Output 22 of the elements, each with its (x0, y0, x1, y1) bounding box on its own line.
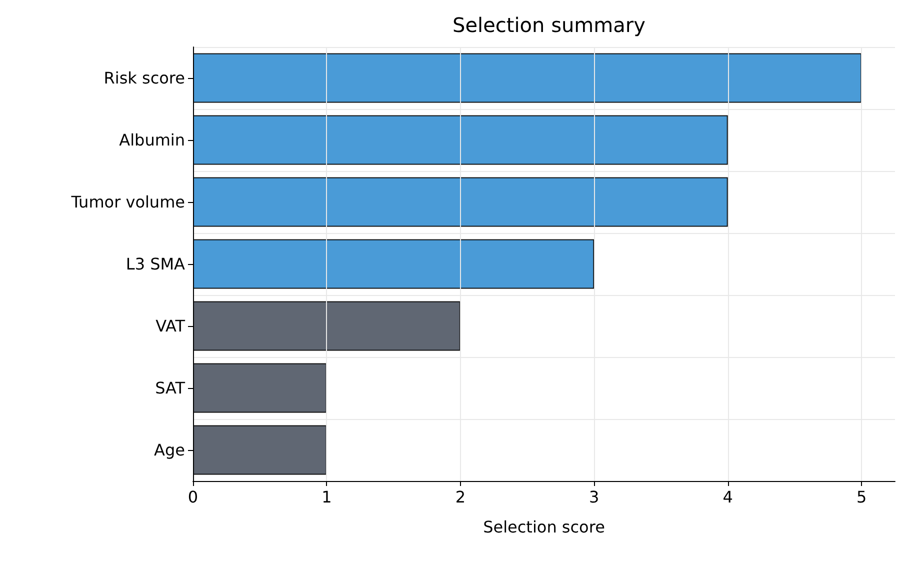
y-tick-label: Tumor volume (70, 192, 185, 212)
y-tick-label: VAT (156, 316, 186, 336)
x-tick-label: 2 (455, 488, 466, 506)
y-tick-label: L3 SMA (126, 254, 186, 274)
y-tick-label: Albumin (119, 130, 185, 150)
x-tick-label: 3 (589, 488, 600, 506)
y-tick-label: Age (154, 440, 185, 460)
y-tick-label: SAT (155, 378, 186, 398)
x-tick-label: 0 (188, 488, 198, 506)
bar (193, 239, 594, 289)
bar (193, 177, 728, 227)
x-tick-label: 4 (722, 488, 733, 506)
bar (193, 53, 862, 103)
bar (193, 425, 327, 475)
bar (193, 301, 460, 351)
bar (193, 363, 327, 413)
y-tick-label: Risk score (104, 68, 185, 88)
x-tick-label: 5 (856, 488, 867, 506)
x-axis-title: Selection score (483, 518, 605, 536)
x-tick-label: 1 (322, 488, 332, 506)
bar (193, 115, 728, 165)
chart-title: Selection summary (452, 13, 646, 37)
